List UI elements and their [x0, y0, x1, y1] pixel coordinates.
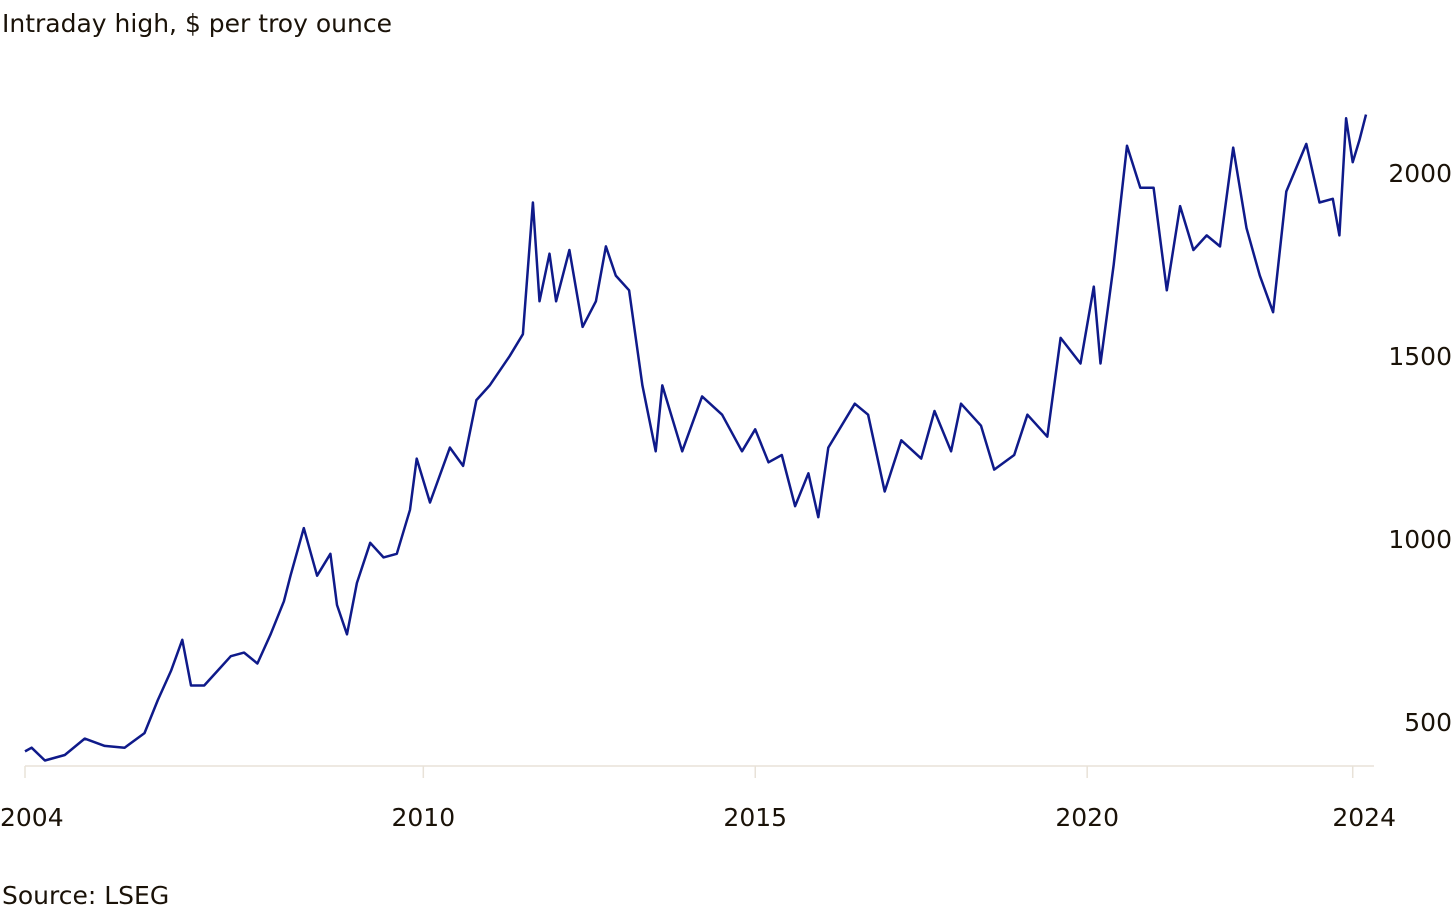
y-tick-label: 500	[1404, 708, 1452, 737]
price-line	[24, 114, 1368, 762]
source-note: Source: LSEG	[2, 881, 169, 910]
x-tick-label: 2020	[1055, 803, 1119, 832]
x-tick-label: 2024	[1332, 803, 1396, 832]
chart-title: Intraday high, $ per troy ounce	[2, 9, 392, 38]
x-tick-label: 2004	[0, 803, 64, 832]
x-tick-label: 2015	[723, 803, 787, 832]
y-tick-label: 1000	[1388, 525, 1452, 554]
x-tick-label: 2010	[392, 803, 456, 832]
y-tick-label: 2000	[1388, 159, 1452, 188]
y-tick-label: 1500	[1388, 342, 1452, 371]
